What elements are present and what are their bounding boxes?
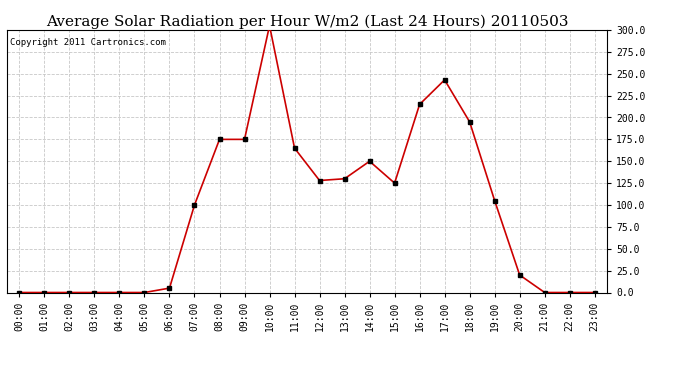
- Text: Copyright 2011 Cartronics.com: Copyright 2011 Cartronics.com: [10, 38, 166, 47]
- Title: Average Solar Radiation per Hour W/m2 (Last 24 Hours) 20110503: Average Solar Radiation per Hour W/m2 (L…: [46, 15, 569, 29]
